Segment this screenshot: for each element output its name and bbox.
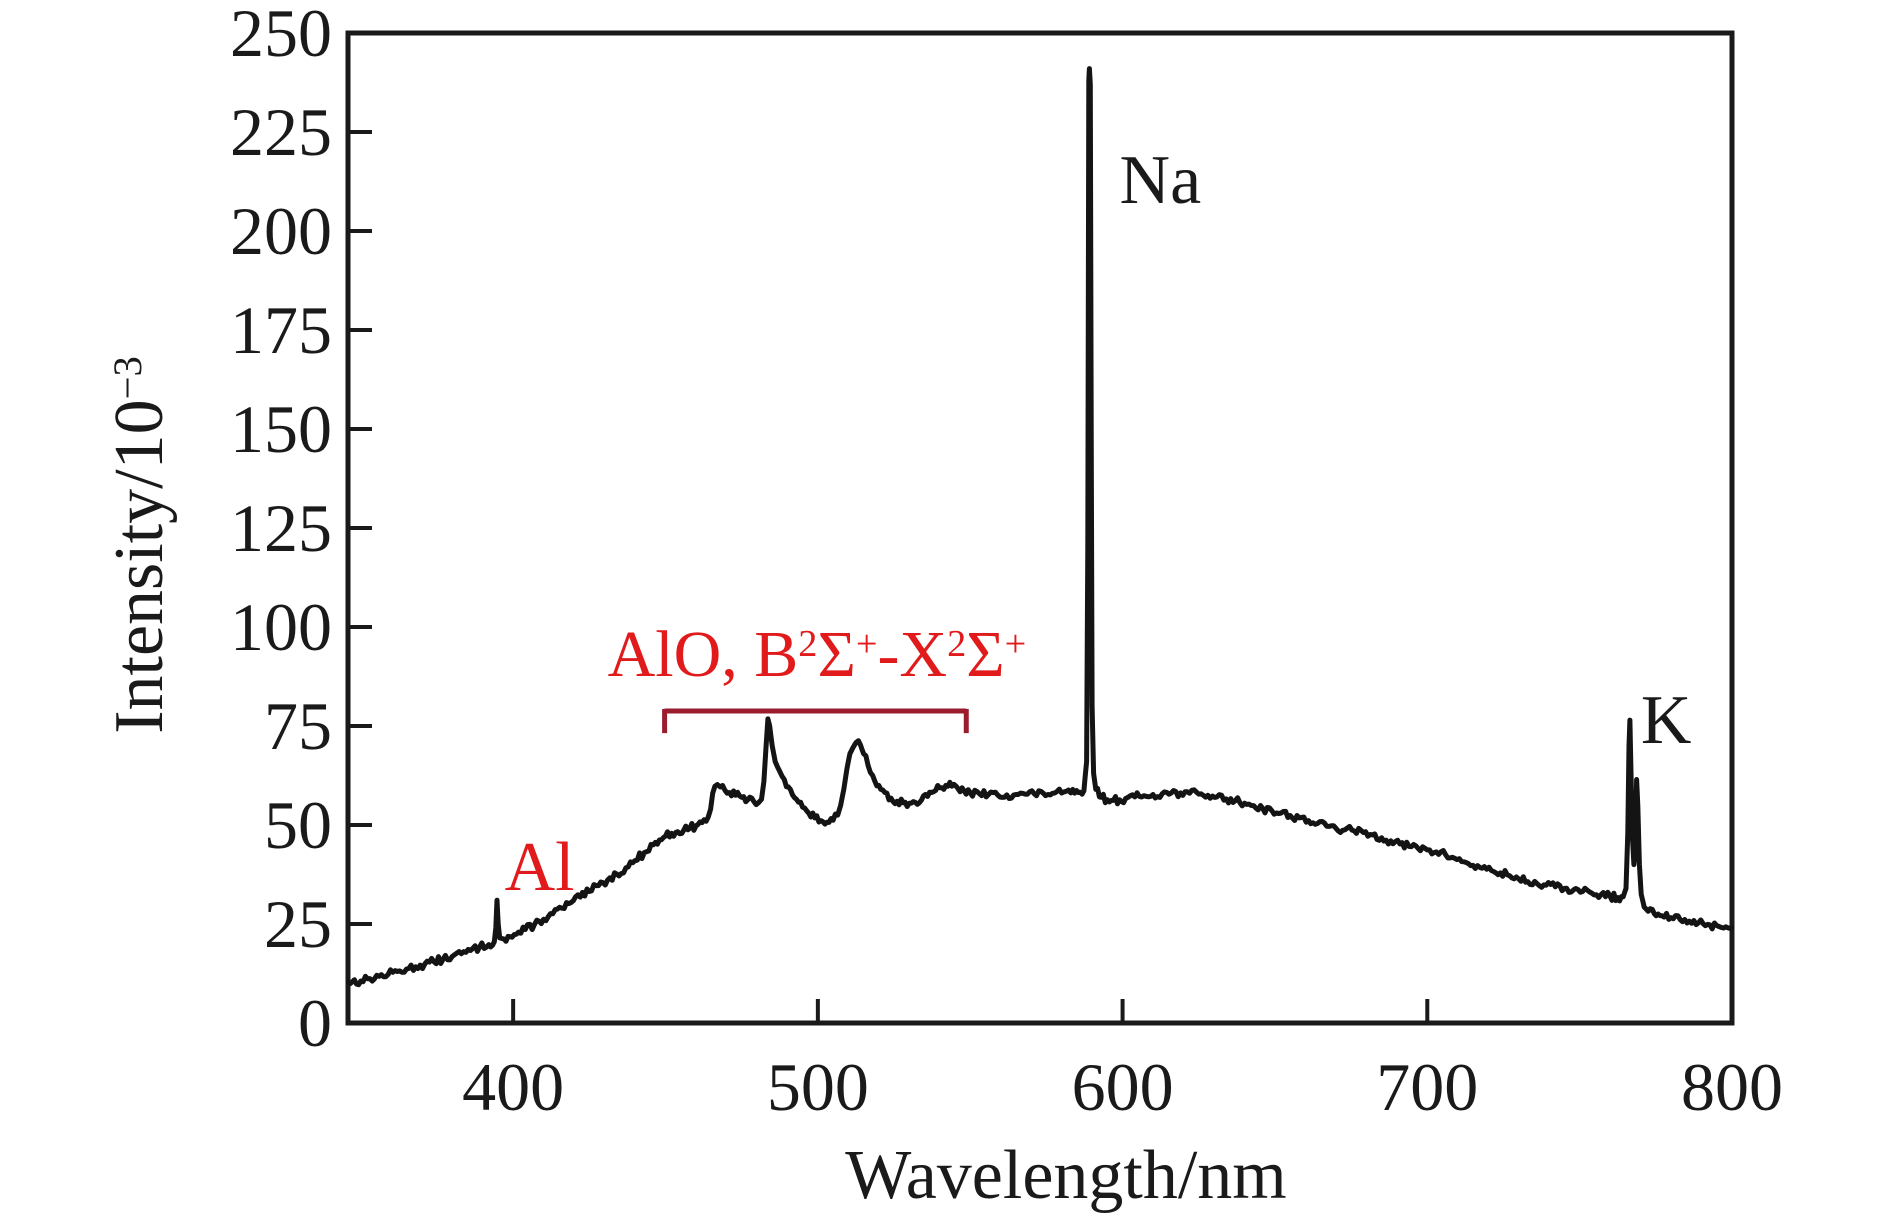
x-tick-label-800: 800 [1681,1049,1783,1125]
text-run: -X [877,617,948,691]
y-tick-label-25: 25 [264,886,332,962]
y-tick-label-175: 175 [230,292,332,368]
al-peak-label: Al [504,828,575,906]
x-tick-label-700: 700 [1376,1049,1479,1125]
superscript: −3 [104,356,150,400]
superscript: 2 [798,622,818,665]
k-peak-label: K [1640,682,1692,760]
alo-band-label: AlO, B2Σ+-X2Σ+ [608,621,1027,688]
y-tick-label-200: 200 [230,193,332,269]
text-run: Σ [817,617,856,691]
y-tick-label-125: 125 [230,490,332,566]
y-axis-title: Intensity/10−3 [101,356,178,734]
spectrum-curve [345,66,1735,988]
na-peak-label: Na [1119,141,1202,219]
superscript: 2 [947,622,967,665]
x-tick-label-400: 400 [462,1049,565,1125]
y-tick-label-75: 75 [264,688,332,764]
text-run: Σ [966,617,1005,691]
superscript: + [1004,622,1027,665]
superscript: + [855,622,878,665]
y-tick-label-50: 50 [264,787,332,863]
text-run: AlO, B [607,617,799,691]
y-tick-label-150: 150 [230,391,332,467]
y-tick-label-250: 250 [230,0,332,71]
x-tick-label-500: 500 [766,1049,869,1125]
text-run: Intensity/10 [101,399,178,734]
y-tick-label-100: 100 [230,589,332,665]
y-tick-label-225: 225 [230,94,332,170]
y-tick-label-0: 0 [298,985,332,1061]
x-axis-title: Wavelength/nm [845,1137,1287,1214]
x-tick-label-600: 600 [1071,1049,1174,1125]
